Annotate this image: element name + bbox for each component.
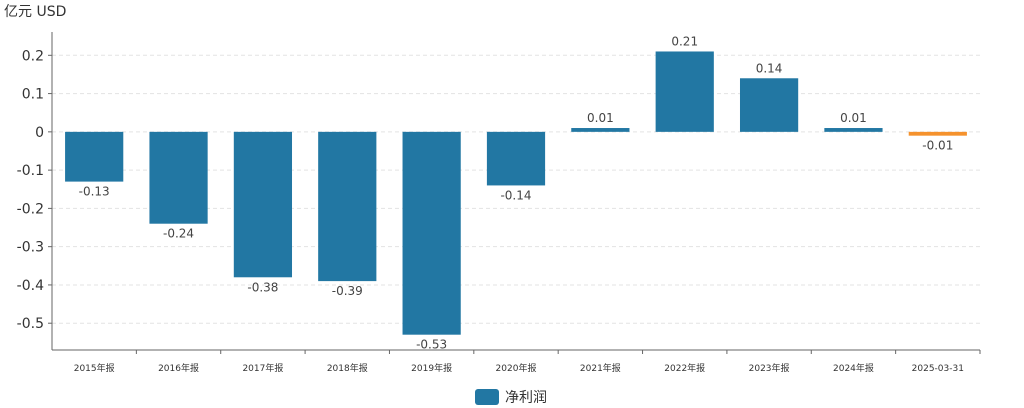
- y-tick-label: -0.5: [17, 316, 44, 332]
- y-tick-label: -0.2: [17, 201, 44, 217]
- y-tick-label: 0: [35, 125, 44, 141]
- unit-label: 亿元 USD: [4, 4, 66, 20]
- y-tick-label: 0.1: [22, 87, 44, 103]
- bar-value-label: -0.38: [247, 280, 278, 294]
- bar[interactable]: [824, 128, 883, 132]
- bar-value-label: -0.39: [332, 284, 363, 298]
- bar[interactable]: [486, 131, 546, 186]
- bar-value-label: 0.01: [840, 111, 867, 125]
- bar-value-label: 0.14: [756, 61, 783, 75]
- x-tick-label: 2016年报: [158, 362, 199, 374]
- x-tick-label: 2017年报: [242, 362, 283, 374]
- bar[interactable]: [65, 131, 124, 182]
- x-tick-label: 2024年报: [833, 362, 874, 374]
- x-tick-label: 2022年报: [664, 362, 705, 374]
- bar-value-label: -0.24: [163, 227, 194, 241]
- bars: -0.13 -0.24 -0.38 -0.39 -0.53 -0.14 0.01 0.21 0.…: [65, 34, 967, 352]
- x-tick-label: 2015年报: [74, 362, 115, 374]
- bar[interactable]: [233, 131, 293, 278]
- bar[interactable]: [318, 131, 377, 282]
- legend-swatch[interactable]: [475, 389, 499, 405]
- x-axis: 2015年报 2016年报 2017年报 2018年报 2019年报 2020年报 2021…: [52, 349, 981, 374]
- bar[interactable]: [149, 131, 208, 224]
- bar[interactable]: [739, 78, 799, 132]
- y-tick-label: -0.4: [17, 278, 44, 294]
- bar-value-label: -0.01: [922, 139, 953, 153]
- x-tick-label: 2020年报: [496, 362, 537, 374]
- y-axis: 0.2 0.1 0 -0.1 -0.2 -0.3 -0.4 -0.5: [17, 32, 53, 350]
- bar-value-label: -0.13: [79, 185, 110, 199]
- bar[interactable]: [908, 131, 967, 136]
- bar-value-label: -0.53: [416, 338, 447, 352]
- x-tick-label: 2021年报: [580, 362, 621, 374]
- x-tick-label: 2018年报: [327, 362, 368, 374]
- bar-value-label: 0.21: [671, 34, 698, 48]
- y-tick-label: -0.1: [17, 163, 44, 179]
- x-tick-label: 2019年报: [411, 362, 452, 374]
- bar[interactable]: [655, 51, 714, 132]
- x-tick-label: 2023年报: [749, 362, 790, 374]
- y-tick-label: 0.2: [22, 48, 44, 64]
- legend-label[interactable]: 净利润: [505, 390, 547, 406]
- x-tick-label: 2025-03-31: [912, 364, 964, 374]
- bar-value-label: -0.14: [500, 188, 531, 202]
- legend[interactable]: 净利润: [475, 389, 547, 406]
- bar[interactable]: [402, 131, 461, 335]
- y-tick-label: -0.3: [17, 240, 44, 256]
- bar-value-label: 0.01: [587, 111, 614, 125]
- bar[interactable]: [571, 128, 630, 132]
